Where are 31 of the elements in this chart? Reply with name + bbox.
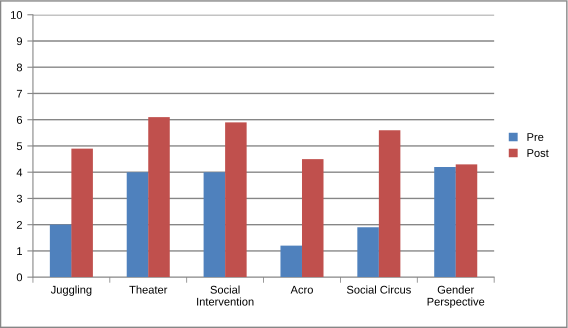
y-tick-label: 0 (16, 273, 22, 282)
y-tick-label: 7 (16, 90, 22, 98)
bar (225, 122, 247, 278)
y-tick-label: 3 (16, 194, 22, 203)
bar (302, 159, 324, 278)
y-tick-label: 9 (16, 37, 22, 46)
y-tick-label: 4 (16, 168, 22, 176)
bar (456, 164, 478, 278)
bar (126, 172, 148, 278)
bar (148, 117, 170, 278)
x-tick-label: Social Circus (346, 285, 411, 294)
legend-label: Post (527, 149, 549, 157)
y-tick-label: 10 (11, 11, 22, 19)
x-tick-label: Juggling (50, 285, 92, 296)
x-tick-label: Gender Perspective (428, 285, 484, 308)
x-tick-label: Acro (290, 286, 313, 294)
bar (357, 227, 379, 278)
legend-label: Pre (527, 133, 544, 141)
bar (204, 172, 226, 278)
y-tick-label: 8 (16, 64, 22, 72)
bar (280, 246, 302, 278)
bar (71, 148, 93, 278)
y-tick-label: 2 (16, 220, 22, 229)
bar (50, 224, 72, 278)
y-tick-label: 6 (16, 116, 22, 124)
y-tick-label: 1 (17, 247, 22, 255)
bar (434, 166, 456, 278)
x-tick-label: Theater (129, 285, 168, 294)
y-tick-label: 5 (16, 142, 22, 150)
x-tick-label: Social Intervention (197, 285, 254, 306)
bar (378, 130, 400, 278)
